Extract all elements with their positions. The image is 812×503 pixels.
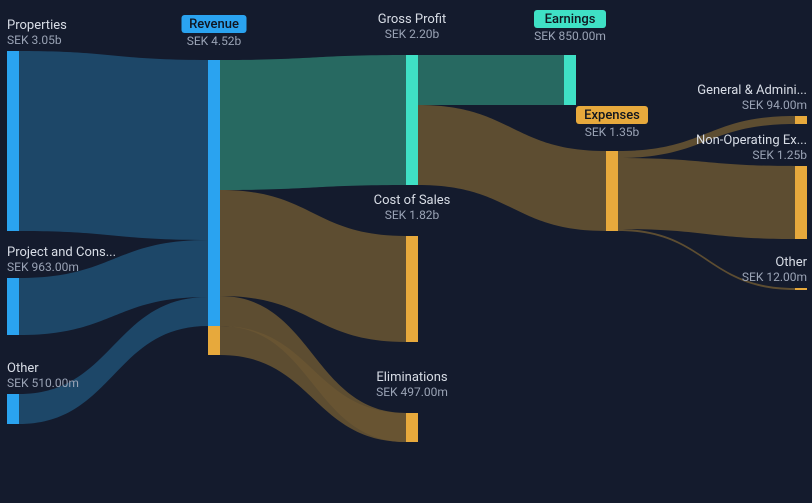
label-elim_rt: Eliminations (376, 370, 448, 385)
node-cos[interactable] (406, 236, 418, 342)
node-other_out[interactable] (795, 288, 807, 290)
value-ga: SEK 94.00m (742, 98, 807, 112)
value-cos: SEK 1.82b (385, 208, 440, 222)
label-other_out: Other (775, 255, 807, 270)
node-nonop[interactable] (795, 166, 807, 239)
label-project: Project and Cons... (7, 245, 116, 260)
value-gross: SEK 2.20b (385, 27, 440, 41)
label-properties: Properties (7, 18, 67, 33)
flow-revenue-gross (220, 55, 406, 190)
node-project[interactable] (7, 278, 19, 335)
sankey-chart: PropertiesSEK 3.05bProject and Cons...SE… (0, 0, 812, 503)
value-other_out: SEK 12.00m (742, 270, 807, 284)
label-cos: Cost of Sales (374, 193, 451, 208)
node-earnings[interactable] (564, 55, 576, 105)
node-eliminations[interactable] (208, 326, 220, 355)
value-earnings: SEK 850.00m (534, 29, 606, 43)
label-earnings: Earnings (545, 12, 596, 27)
label-nonop: Non-Operating Ex... (696, 133, 807, 148)
flow-properties-revenue (19, 51, 208, 240)
flow-expenses-nonop (618, 158, 795, 239)
node-expenses[interactable] (606, 151, 618, 231)
value-other_in: SEK 510.00m (7, 376, 79, 390)
value-expenses: SEK 1.35b (585, 125, 640, 139)
label-ga: General & Admini... (697, 83, 807, 98)
node-gross[interactable] (406, 55, 418, 185)
label-revenue: Revenue (189, 17, 239, 32)
node-ga[interactable] (795, 116, 807, 124)
value-revenue: SEK 4.52b (187, 34, 242, 48)
value-nonop: SEK 1.25b (752, 148, 807, 162)
node-revenue[interactable] (208, 60, 220, 326)
value-properties: SEK 3.05b (7, 33, 62, 47)
node-other_in[interactable] (7, 394, 19, 424)
label-expenses: Expenses (584, 108, 640, 123)
node-properties[interactable] (7, 51, 19, 231)
node-elim_rt[interactable] (406, 413, 418, 442)
label-other_in: Other (7, 361, 39, 376)
value-elim_rt: SEK 497.00m (376, 385, 448, 399)
flow-gross-earnings (418, 55, 564, 105)
label-gross: Gross Profit (378, 12, 447, 27)
value-project: SEK 963.00m (7, 260, 79, 274)
